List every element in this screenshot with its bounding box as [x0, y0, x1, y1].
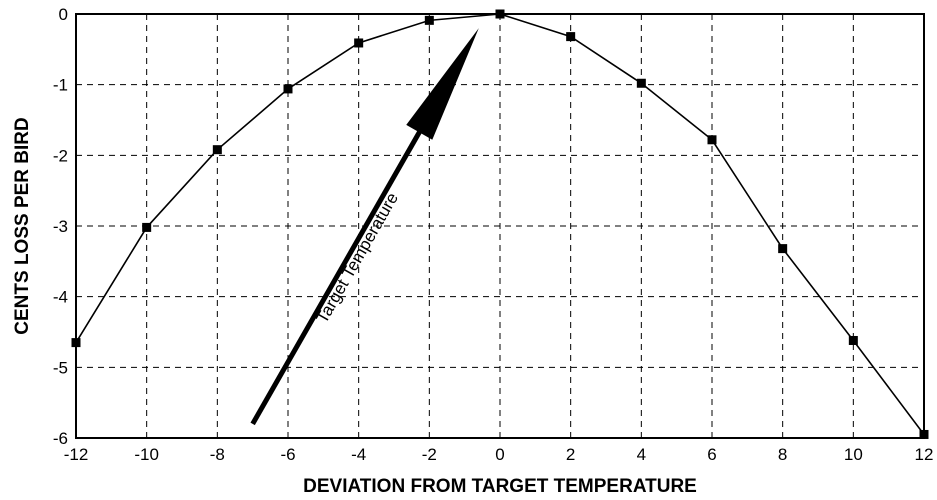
annotation-label: Target Temperature	[313, 189, 402, 326]
y-tick-label: -1	[53, 76, 68, 95]
data-point	[566, 32, 576, 42]
data-point	[283, 84, 293, 94]
x-tick-label: 2	[566, 445, 575, 464]
plot-frame	[75, 13, 925, 439]
y-tick-label: 0	[59, 5, 68, 24]
x-tick-label: 4	[637, 445, 646, 464]
y-tick-label: -2	[53, 146, 68, 165]
x-tick-label: -6	[280, 445, 295, 464]
data-point	[142, 222, 152, 232]
y-tick-label: -5	[53, 358, 68, 377]
y-tick-label: -4	[53, 288, 68, 307]
x-tick-label: 0	[495, 445, 504, 464]
grid	[76, 14, 924, 438]
x-axis-title: DEVIATION FROM TARGET TEMPERATURE	[303, 476, 697, 497]
x-tick-label: 10	[844, 445, 863, 464]
data-point	[778, 244, 788, 254]
y-axis-title: CENTS LOSS PER BIRD	[12, 117, 33, 334]
x-tick-label: -4	[351, 445, 366, 464]
x-tick-label: 12	[915, 445, 934, 464]
y-tick-labels: 0 -1 -2 -3 -4 -5 -6	[53, 5, 68, 448]
data-point	[424, 15, 434, 25]
data-point	[848, 335, 858, 345]
data-point	[354, 38, 364, 48]
data-point	[707, 135, 717, 145]
data-point	[212, 145, 222, 155]
x-tick-label: -12	[64, 445, 89, 464]
x-tick-label: -10	[134, 445, 159, 464]
arrow-head	[406, 28, 479, 140]
x-tick-label: -2	[422, 445, 437, 464]
data-point	[636, 78, 646, 88]
x-tick-label: 8	[778, 445, 787, 464]
x-tick-label: 6	[707, 445, 716, 464]
x-tick-label: -8	[210, 445, 225, 464]
y-tick-label: -3	[53, 217, 68, 236]
x-tick-labels: -12 -10 -8 -6 -4 -2 0 2 4 6 8 10 12	[64, 445, 934, 464]
arrow-shaft	[250, 129, 423, 426]
y-tick-label: -6	[53, 429, 68, 448]
